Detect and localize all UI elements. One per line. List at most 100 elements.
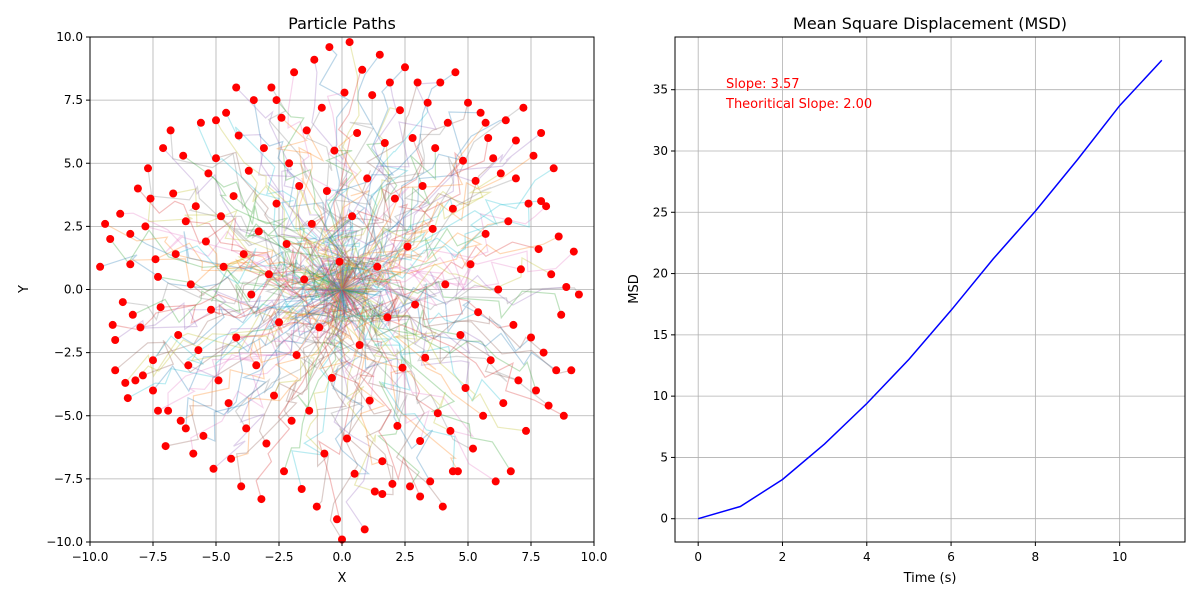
endpoint-marker [315, 323, 324, 332]
endpoint-marker [547, 270, 556, 279]
endpoint-marker [446, 426, 455, 435]
y-axis-label: MSD [627, 274, 642, 303]
particle-path [122, 281, 343, 322]
endpoint-marker [506, 467, 515, 476]
y-tick-label: 15 [653, 328, 668, 342]
particle-path [331, 82, 419, 290]
endpoint-marker [380, 139, 389, 147]
endpoint-marker [154, 272, 162, 281]
particle-path [245, 223, 343, 305]
endpoint-marker [141, 222, 150, 231]
endpoint-marker [146, 194, 155, 203]
particle-path [210, 280, 349, 319]
particle-path [222, 254, 343, 298]
endpoint-marker [451, 68, 460, 77]
endpoint-marker [277, 113, 286, 122]
endpoint-marker [222, 108, 231, 117]
particle-path [341, 270, 499, 305]
particle-path [341, 140, 517, 290]
particle-path [249, 273, 343, 314]
particle-path [162, 147, 343, 290]
endpoint-marker [302, 126, 311, 135]
endpoint-marker [393, 421, 402, 430]
x-tick-label: 8 [1032, 550, 1040, 564]
particle-path [185, 220, 345, 290]
particle-path [336, 288, 430, 442]
particle-path [341, 288, 420, 487]
endpoint-marker [111, 366, 120, 375]
particle-path [129, 258, 343, 291]
endpoint-marker [312, 502, 321, 511]
endpoint-marker [244, 166, 253, 175]
endpoint-marker [489, 154, 498, 163]
particle-path [318, 188, 353, 290]
particle-path [152, 289, 343, 393]
endpoint-marker [254, 227, 263, 236]
particle-path [238, 133, 343, 290]
endpoint-marker [234, 131, 243, 140]
endpoint-marker [416, 492, 425, 501]
endpoint-marker [272, 199, 281, 208]
endpoint-marker [249, 96, 258, 105]
particle-path [211, 289, 348, 381]
particle-path [318, 289, 360, 520]
endpoint-marker [149, 386, 157, 395]
endpoint-marker [479, 411, 488, 420]
particle-path [190, 280, 343, 362]
particle-path [341, 269, 446, 307]
y-tick-label: 0 [660, 512, 668, 526]
endpoint-marker [297, 485, 306, 493]
particle-path [330, 185, 429, 291]
endpoint-marker [227, 454, 236, 463]
particle-path [341, 279, 562, 320]
endpoint-marker [368, 91, 377, 100]
particle-path [332, 170, 380, 290]
particle-path [325, 150, 356, 290]
endpoint-marker [511, 136, 520, 145]
endpoint-marker [232, 83, 241, 92]
endpoint-marker [370, 487, 379, 496]
endpoint-marker [494, 285, 503, 294]
particle-path [341, 155, 534, 290]
particle-path [258, 288, 354, 444]
y-tick-label: 10 [653, 389, 668, 403]
particle-path [341, 288, 461, 336]
particle-path [127, 288, 343, 399]
endpoint-marker [537, 197, 546, 206]
x-tick-label: −5.0 [201, 550, 230, 564]
endpoint-marker [121, 378, 130, 387]
endpoint-marker [106, 235, 115, 243]
endpoint-marker [259, 144, 268, 153]
x-tick-label: 4 [863, 550, 871, 564]
particle-path [325, 278, 372, 346]
endpoint-marker [567, 366, 576, 375]
endpoint-marker [375, 50, 384, 59]
x-tick-label: 0.0 [332, 550, 351, 564]
particle-path [104, 223, 343, 291]
endpoint-marker [201, 237, 210, 246]
endpoint-marker [378, 490, 387, 498]
endpoint-marker [511, 174, 520, 183]
particle-path [341, 148, 437, 294]
particle-path [333, 69, 363, 290]
endpoint-marker [355, 341, 364, 349]
particle-path [339, 289, 421, 497]
particle-path [341, 282, 451, 432]
particle-path [341, 289, 439, 414]
particle-path [341, 271, 580, 311]
endpoint-marker [426, 477, 435, 486]
endpoint-marker [373, 262, 382, 271]
particle-paths-chart: Particle Paths −10.0 −7.5 −5.0 −2.5 0.0 2.5 5.… [17, 14, 607, 586]
particle-path [341, 197, 454, 291]
particle-path [331, 288, 376, 411]
endpoint-marker [174, 331, 183, 339]
endpoint-marker [365, 396, 374, 405]
particle-path [302, 215, 351, 299]
endpoint-marker [562, 283, 571, 291]
particle-path [341, 137, 423, 290]
endpoint-marker [287, 416, 296, 425]
endpoint-marker [242, 424, 251, 433]
theoretical-slope-annotation: Theoritical Slope: 2.00 [725, 97, 872, 112]
particle-path [329, 54, 385, 291]
particle-path [341, 288, 393, 485]
